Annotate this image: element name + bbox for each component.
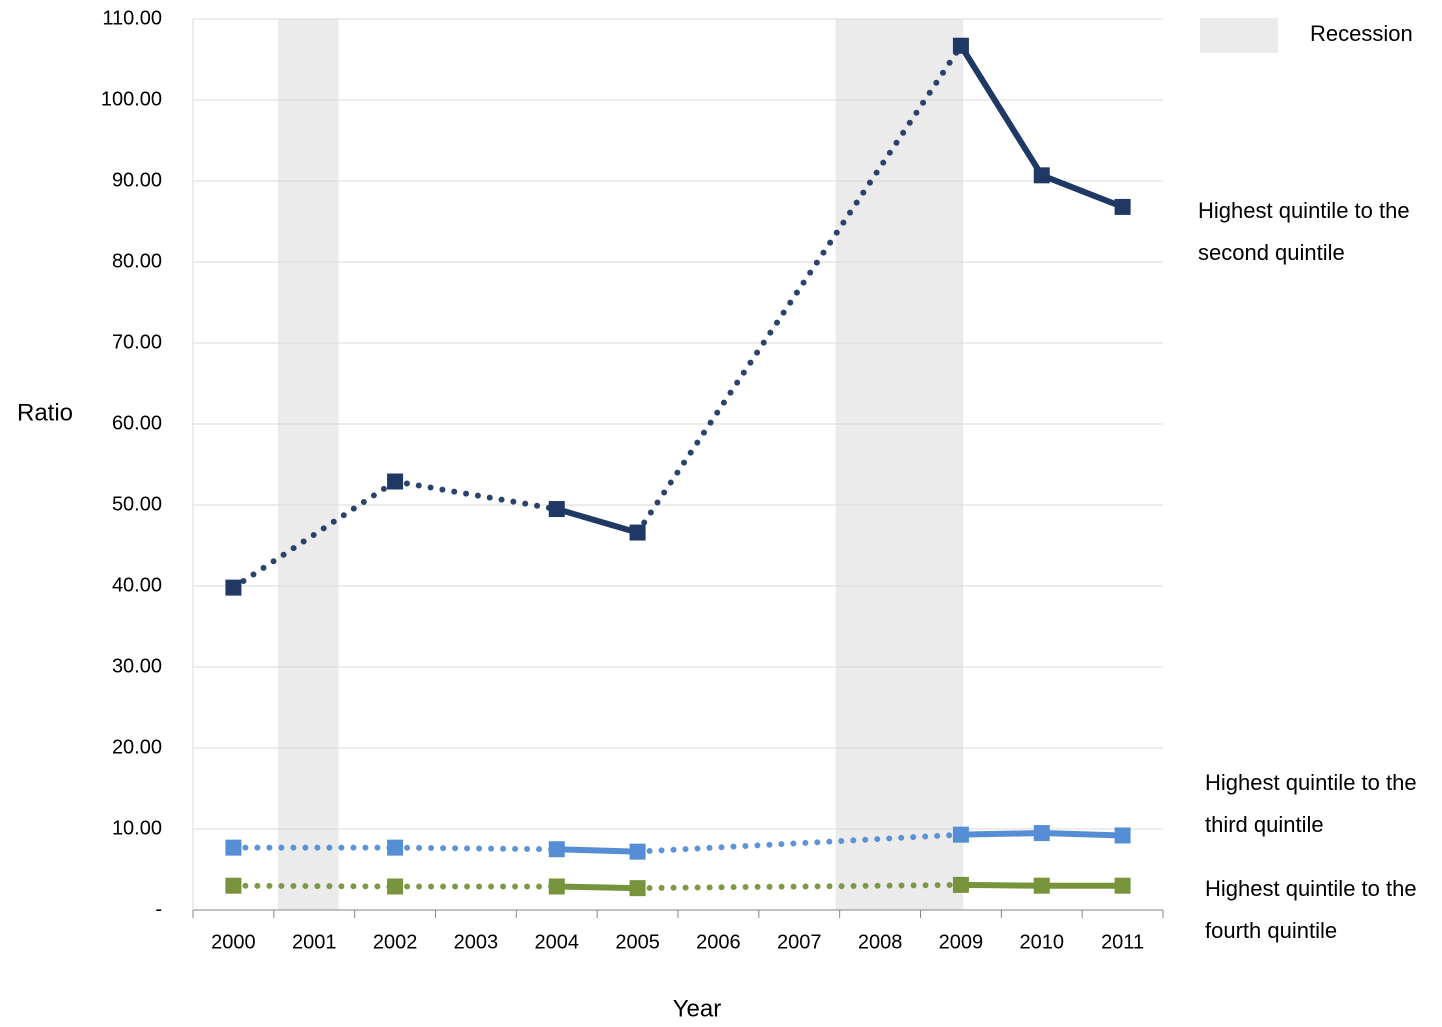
y-tick-label: 70.00 <box>112 331 162 353</box>
marker <box>387 878 404 895</box>
y-tick-label: - <box>155 898 162 920</box>
x-axis-title: Year <box>673 995 722 1022</box>
series-label: Highest quintile to the third quintile <box>1205 770 1417 837</box>
marker <box>225 839 242 856</box>
x-tick-label: 2005 <box>615 931 660 953</box>
legend-label: Recession <box>1310 21 1413 46</box>
marker <box>387 839 404 856</box>
x-tick-label: 2011 <box>1101 931 1144 953</box>
marker <box>387 473 404 490</box>
x-tick-label: 2010 <box>1020 931 1065 953</box>
recession-band <box>277 19 339 910</box>
marker <box>1033 877 1050 894</box>
x-tick-label: 2009 <box>939 931 984 953</box>
background-layer <box>192 18 1163 911</box>
marker <box>548 841 565 858</box>
marker <box>1033 825 1050 842</box>
gap-connector <box>230 882 399 890</box>
gap-connector <box>230 478 399 591</box>
x-tick-label: 2003 <box>454 931 499 953</box>
y-tick-label: 30.00 <box>112 655 162 677</box>
x-axis-ticks <box>192 910 1164 918</box>
marker <box>1114 198 1131 215</box>
x-tick-label: 2007 <box>777 931 822 953</box>
x-tick-label: 2004 <box>535 931 580 953</box>
marker <box>629 524 646 541</box>
marker <box>1033 167 1050 184</box>
marker <box>225 877 242 894</box>
x-tick-label: 2002 <box>373 931 418 953</box>
series-label: Highest quintile to the second quintile <box>1198 198 1410 265</box>
x-tick-label: 2000 <box>211 931 256 953</box>
marker <box>952 37 969 54</box>
marker <box>1114 877 1131 894</box>
legend-swatch <box>1200 18 1278 53</box>
x-tick-label: 2006 <box>696 931 741 953</box>
y-tick-label: 100.00 <box>101 88 162 110</box>
x-tick-label: 2008 <box>858 931 903 953</box>
marker <box>1114 827 1131 844</box>
gap-connector <box>634 42 964 536</box>
series-label: Highest quintile to the fourth quintile <box>1205 876 1417 943</box>
x-tick-label: 2001 <box>292 931 337 953</box>
y-tick-label: 10.00 <box>112 817 162 839</box>
y-tick-label: 110.00 <box>102 7 162 29</box>
y-tick-label: 40.00 <box>112 574 162 596</box>
recession-band <box>835 19 964 910</box>
gap-connector <box>392 844 560 853</box>
y-tick-label: 80.00 <box>112 250 162 272</box>
y-tick-label: 20.00 <box>112 736 162 758</box>
y-tick-label: 90.00 <box>112 169 162 191</box>
marker <box>952 876 969 893</box>
y-tick-label: 50.00 <box>112 493 162 515</box>
y-tick-label: 60.00 <box>112 412 162 434</box>
marker <box>548 878 565 895</box>
marker <box>952 826 969 843</box>
marker <box>629 880 646 897</box>
y-axis-title: Ratio <box>17 399 73 426</box>
marker <box>548 501 565 518</box>
marker <box>225 579 242 596</box>
gap-connector <box>392 478 560 513</box>
gap-connector <box>634 881 964 892</box>
marker <box>629 843 646 860</box>
